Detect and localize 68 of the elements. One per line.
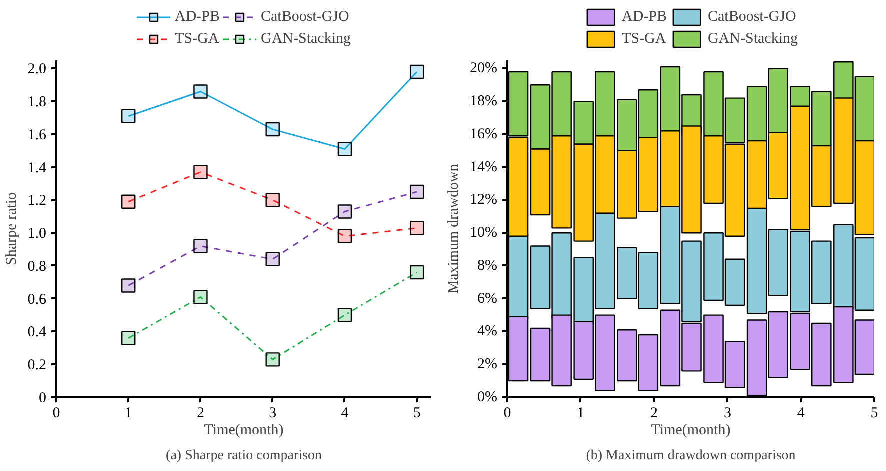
point [338,204,352,219]
x-tick-label: 0 [52,406,60,422]
x-tick-label: 1 [124,406,132,422]
x-tick-label: 1 [577,406,585,422]
y-tick-label: 0 [39,390,46,406]
y-tick-label: 2% [478,356,498,373]
y-tick-label: 2.0 [28,62,46,78]
point [410,265,424,280]
point [266,352,280,367]
point [410,184,424,200]
legend-label: GAN-Stacking [261,30,352,48]
point [122,109,136,124]
legend-label: AD-PB [174,8,220,26]
point [122,194,136,209]
point [410,64,424,80]
x-tick-label: 2 [196,406,204,422]
x-tick-label: 5 [870,406,878,422]
x-tick-label: 5 [413,406,421,422]
text: (a) Sharpe ratio comparison [166,448,322,464]
point [122,278,136,293]
y-tick-label: 1.4 [28,160,47,176]
text: (b) Maximum drawdown comparison [586,448,796,464]
point [194,239,208,254]
x-tick-label: 0 [504,406,512,422]
point [194,290,208,304]
point [266,122,280,137]
legend-label: GAN-Stacking [708,30,798,48]
y-tick-label: 1.6 [28,127,47,144]
point [122,331,136,346]
legend-label: CatBoost-GJO [708,8,796,26]
point [338,142,352,156]
y-tick-label: 14% [470,159,498,176]
point [266,252,280,267]
x-tick-label: 3 [269,406,277,422]
y-tick-label: 0.4 [28,324,47,341]
point [266,193,280,208]
point [194,165,208,180]
y-axis-title: Sharpe ratio [4,192,20,266]
y-tick-label: 16% [470,126,498,142]
x-axis-title: Time(month) [204,422,284,438]
y-tick-label: 0.8 [28,258,46,275]
y-tick-label: 0.6 [28,292,47,308]
x-tick-label: 4 [797,406,806,422]
y-tick-label: 1.8 [28,94,46,111]
x-tick-label: 2 [650,406,658,422]
y-tick-label: 12% [470,192,498,208]
x-tick-label: 3 [724,406,732,422]
x-tick-label: 4 [341,406,350,422]
point [194,84,208,99]
y-tick-label: 6% [478,290,498,307]
y-tick-label: 20% [470,60,498,77]
x-axis-title: Time(month) [651,422,731,438]
y-tick-label: 1.0 [28,226,46,242]
legend-label: TS-GA [174,30,220,48]
y-tick-label: 0.2 [28,358,46,374]
y-tick-label: 18% [470,94,498,110]
y-tick-label: 4% [478,324,498,340]
legend-label: CatBoost-GJO [261,8,350,26]
y-tick-label: 10% [470,225,498,242]
legend-label: AD-PB [622,8,668,26]
point [410,221,424,236]
point [338,308,352,322]
y-tick-label: 0% [478,390,498,406]
y-tick-label: 1.2 [28,193,46,210]
legend-label: TS-GA [622,30,666,48]
y-axis-title: Maximum drawdown [446,164,462,294]
point [338,229,352,244]
y-tick-label: 8% [478,258,498,274]
